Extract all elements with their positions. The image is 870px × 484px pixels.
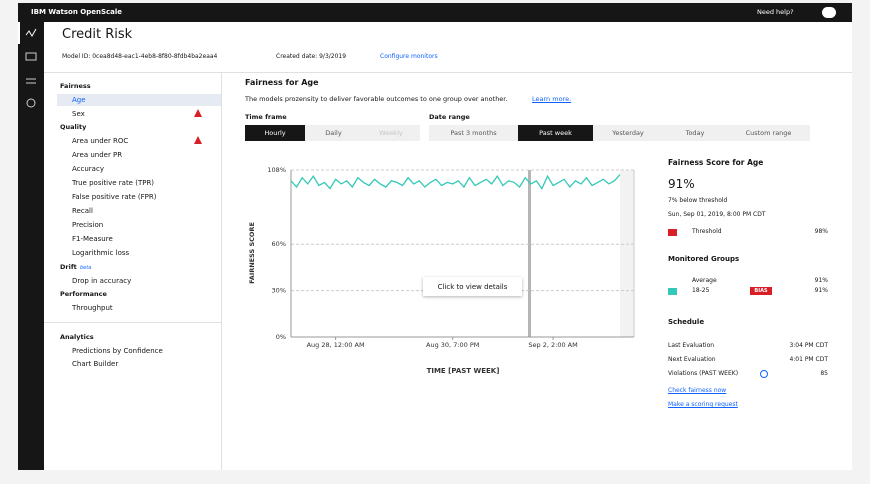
selection-bar[interactable] (528, 170, 531, 337)
schedule-value: 4:01 PM CDT (789, 355, 828, 365)
x-tick-label: Aug 30, 7:00 PM (426, 341, 479, 349)
x-tick-label: Sep 2, 2:00 AM (528, 341, 577, 349)
action-link[interactable]: Make a scoring request (668, 400, 738, 410)
legend-label: Threshold (692, 227, 722, 237)
panel-heading: Schedule (668, 317, 704, 327)
schedule-label: Next Evaluation (668, 355, 716, 365)
schedule-label: Violations (PAST WEEK) (668, 369, 738, 379)
score: 91% (668, 176, 695, 192)
group-value: 91% (815, 286, 828, 296)
y-axis-label: FAIRNESS SCORE (248, 222, 256, 284)
y-tick-label: 0% (276, 333, 286, 341)
group-label: 18-25 (692, 286, 709, 296)
y-tick-label: 30% (272, 287, 286, 295)
x-axis-label: TIME [PAST WEEK] (427, 367, 500, 375)
schedule-value: 3:04 PM CDT (789, 341, 828, 351)
threshold-swatch (668, 229, 677, 236)
below-threshold: 7% below threshold (668, 196, 727, 206)
y-tick-label: 60% (272, 240, 286, 248)
x-tick-label: Aug 28, 12:00 AM (307, 341, 365, 349)
info-icon[interactable] (760, 370, 768, 378)
data-line (291, 175, 620, 189)
bias-badge: BIAS (750, 287, 772, 295)
future-region (620, 170, 634, 337)
y-tick-label: 108% (267, 166, 286, 174)
score-date: Sun, Sep 01, 2019, 8:00 PM CDT (668, 210, 766, 220)
legend-value: 98% (815, 227, 828, 237)
group-swatch (668, 288, 677, 295)
tooltip-text: Click to view details (423, 282, 522, 292)
group-label: Average (692, 276, 717, 286)
panel-title: Fairness Score for Age (668, 158, 763, 168)
panel-heading: Monitored Groups (668, 254, 739, 264)
schedule-value: 85 (820, 369, 828, 379)
group-value: 91% (815, 276, 828, 286)
action-link[interactable]: Check fairness now (668, 386, 726, 396)
schedule-label: Last Evaluation (668, 341, 714, 351)
